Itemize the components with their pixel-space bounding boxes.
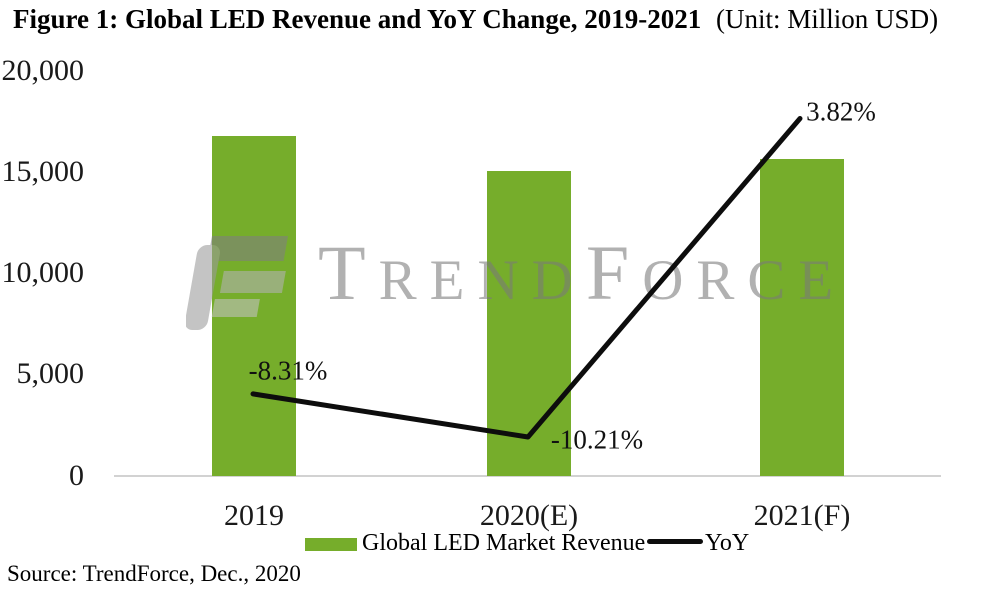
y-tick-0: 0 xyxy=(69,459,84,492)
x-label-2019: 2019 xyxy=(224,499,284,532)
figure-title-unit: (Unit: Million USD) xyxy=(716,4,939,34)
yoy-label-2019: -8.31% xyxy=(248,355,328,386)
yoy-label-2021f: 3.82% xyxy=(806,96,876,127)
figure-title: Figure 1: Global LED Revenue and YoY Cha… xyxy=(13,2,938,36)
x-label-2021f: 2021(F) xyxy=(753,499,851,532)
legend-line-label: YoY xyxy=(705,530,750,556)
y-tick-5000: 5,000 xyxy=(16,357,85,390)
source-note: Source: TrendForce, Dec., 2020 xyxy=(7,561,301,586)
yoy-label-2020e: -10.21% xyxy=(550,424,644,455)
y-tick-10000: 10,000 xyxy=(1,256,85,289)
figure-title-main: Figure 1: Global LED Revenue and YoY Cha… xyxy=(13,4,702,34)
watermark-part: T xyxy=(318,229,379,316)
y-tick-15000: 15,000 xyxy=(1,155,85,188)
legend-bar-label: Global LED Market Revenue xyxy=(362,530,646,556)
legend-bar-swatch xyxy=(305,538,357,551)
bar-2019 xyxy=(212,135,296,476)
legend-line-swatch xyxy=(647,539,703,544)
watermark-part: F xyxy=(585,229,643,316)
x-axis-line xyxy=(114,475,941,477)
y-tick-20000: 20,000 xyxy=(1,54,85,87)
bar-2021f xyxy=(760,159,844,476)
x-label-2020e: 2020(E) xyxy=(479,499,579,532)
